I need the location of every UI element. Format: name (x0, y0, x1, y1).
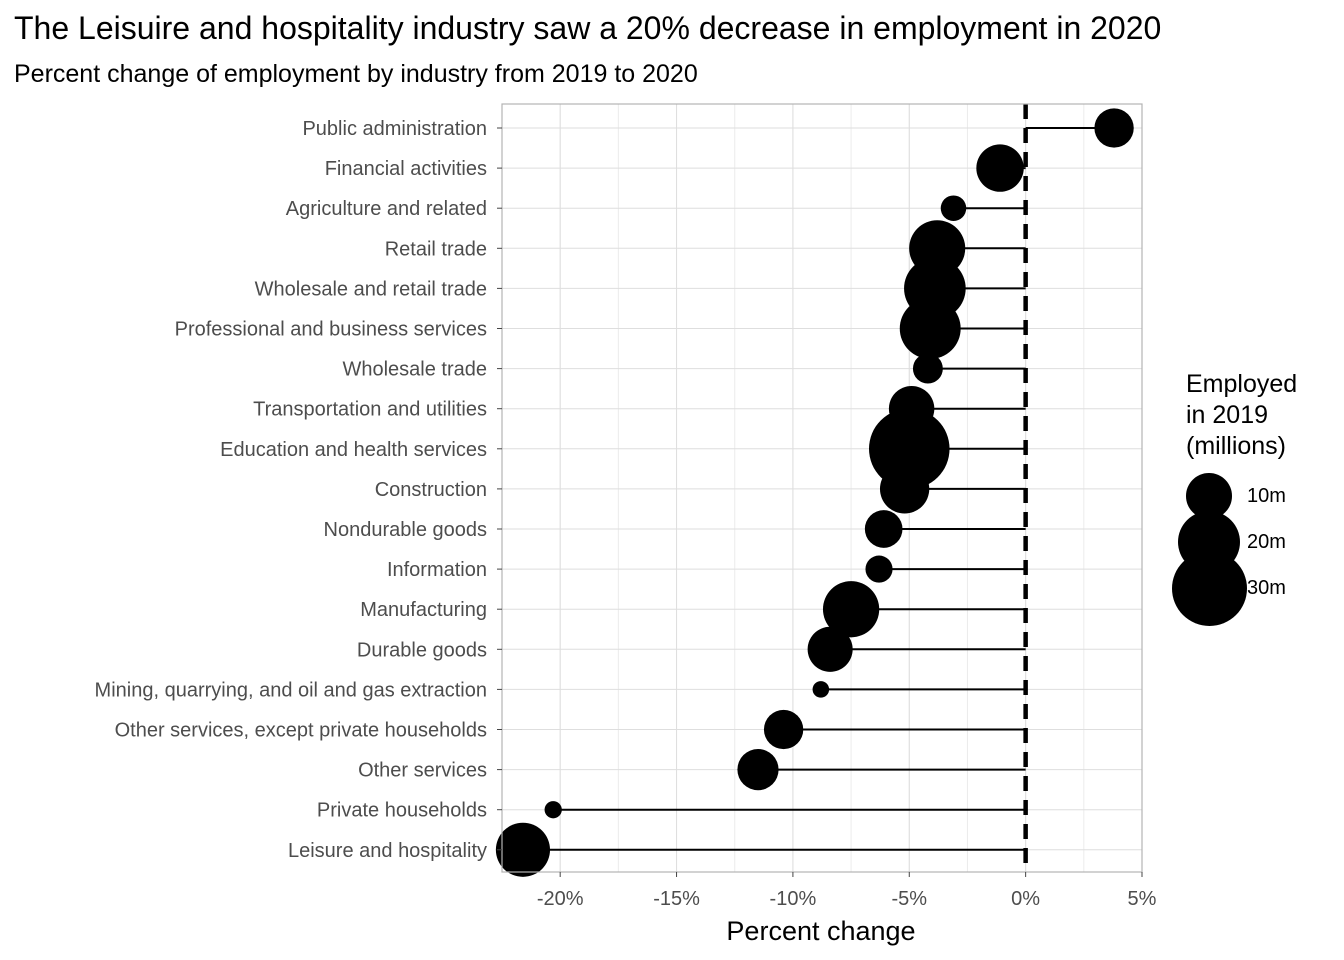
size-legend-dot (1171, 550, 1247, 626)
size-legend-label: 30m (1247, 577, 1286, 599)
size-legend-label: 10m (1247, 485, 1286, 507)
lollipop-points (495, 108, 1134, 877)
x-tick-label: -20% (537, 888, 584, 910)
data-point (879, 464, 930, 514)
y-tick-label: Other services (358, 760, 487, 782)
y-tick-label: Retail trade (385, 238, 487, 260)
y-tick-label: Private households (317, 800, 487, 822)
data-point (1094, 108, 1134, 148)
y-tick-label: Wholesale and retail trade (255, 278, 487, 300)
grid-lines (501, 104, 1143, 872)
data-point (869, 408, 950, 490)
x-tick-label: -5% (891, 888, 927, 910)
panel-border (501, 103, 1143, 873)
y-tick-label: Manufacturing (360, 599, 487, 621)
size-legend-item: 30m (1171, 550, 1336, 626)
size-legend-title-line: (millions) (1186, 432, 1286, 460)
y-tick-label: Transportation and utilities (253, 399, 487, 421)
data-point (737, 749, 779, 791)
data-point (864, 510, 903, 548)
size-legend-title-line: Employed (1186, 370, 1298, 398)
y-tick-label: Wholesale trade (342, 359, 487, 381)
data-point (940, 195, 967, 221)
chart-title: The Leisuire and hospitality industry sa… (14, 10, 1162, 46)
axes: Public administration Financial activitie… (95, 103, 1157, 910)
y-tick-label: Education and health services (220, 439, 487, 461)
data-point (822, 581, 880, 638)
data-point (865, 555, 893, 583)
data-point (812, 681, 830, 698)
size-legend-label: 20m (1247, 531, 1286, 553)
y-tick-label: Public administration (302, 118, 487, 140)
data-point (976, 144, 1024, 192)
x-tick-label: -10% (770, 888, 817, 910)
data-point (495, 822, 551, 877)
y-tick-label: Agriculture and related (286, 198, 487, 220)
x-tick-label: -15% (653, 888, 700, 910)
data-point (912, 353, 943, 384)
size-legend-title-line: in 2019 (1186, 401, 1269, 429)
data-point (763, 709, 804, 750)
y-tick-label: Leisure and hospitality (288, 840, 487, 862)
x-tick-label: 5% (1128, 888, 1157, 910)
chart-subtitle: Percent change of employment by industry… (14, 60, 698, 88)
y-tick-label: Nondurable goods (324, 519, 487, 541)
x-tick-label: 0% (1011, 888, 1040, 910)
size-legend-title: Employed in 2019 (millions) (1186, 369, 1297, 462)
data-point (807, 626, 853, 672)
y-tick-label: Professional and business services (175, 319, 487, 341)
y-tick-label: Other services, except private household… (115, 720, 487, 742)
y-tick-label: Construction (375, 479, 487, 501)
y-tick-label: Financial activities (325, 158, 487, 180)
y-tick-label: Mining, quarrying, and oil and gas extra… (95, 679, 487, 701)
x-axis-title: Percent change (726, 916, 915, 946)
data-point (544, 801, 562, 819)
y-tick-label: Information (387, 559, 487, 581)
y-tick-label: Durable goods (357, 639, 487, 661)
data-point (899, 298, 961, 359)
